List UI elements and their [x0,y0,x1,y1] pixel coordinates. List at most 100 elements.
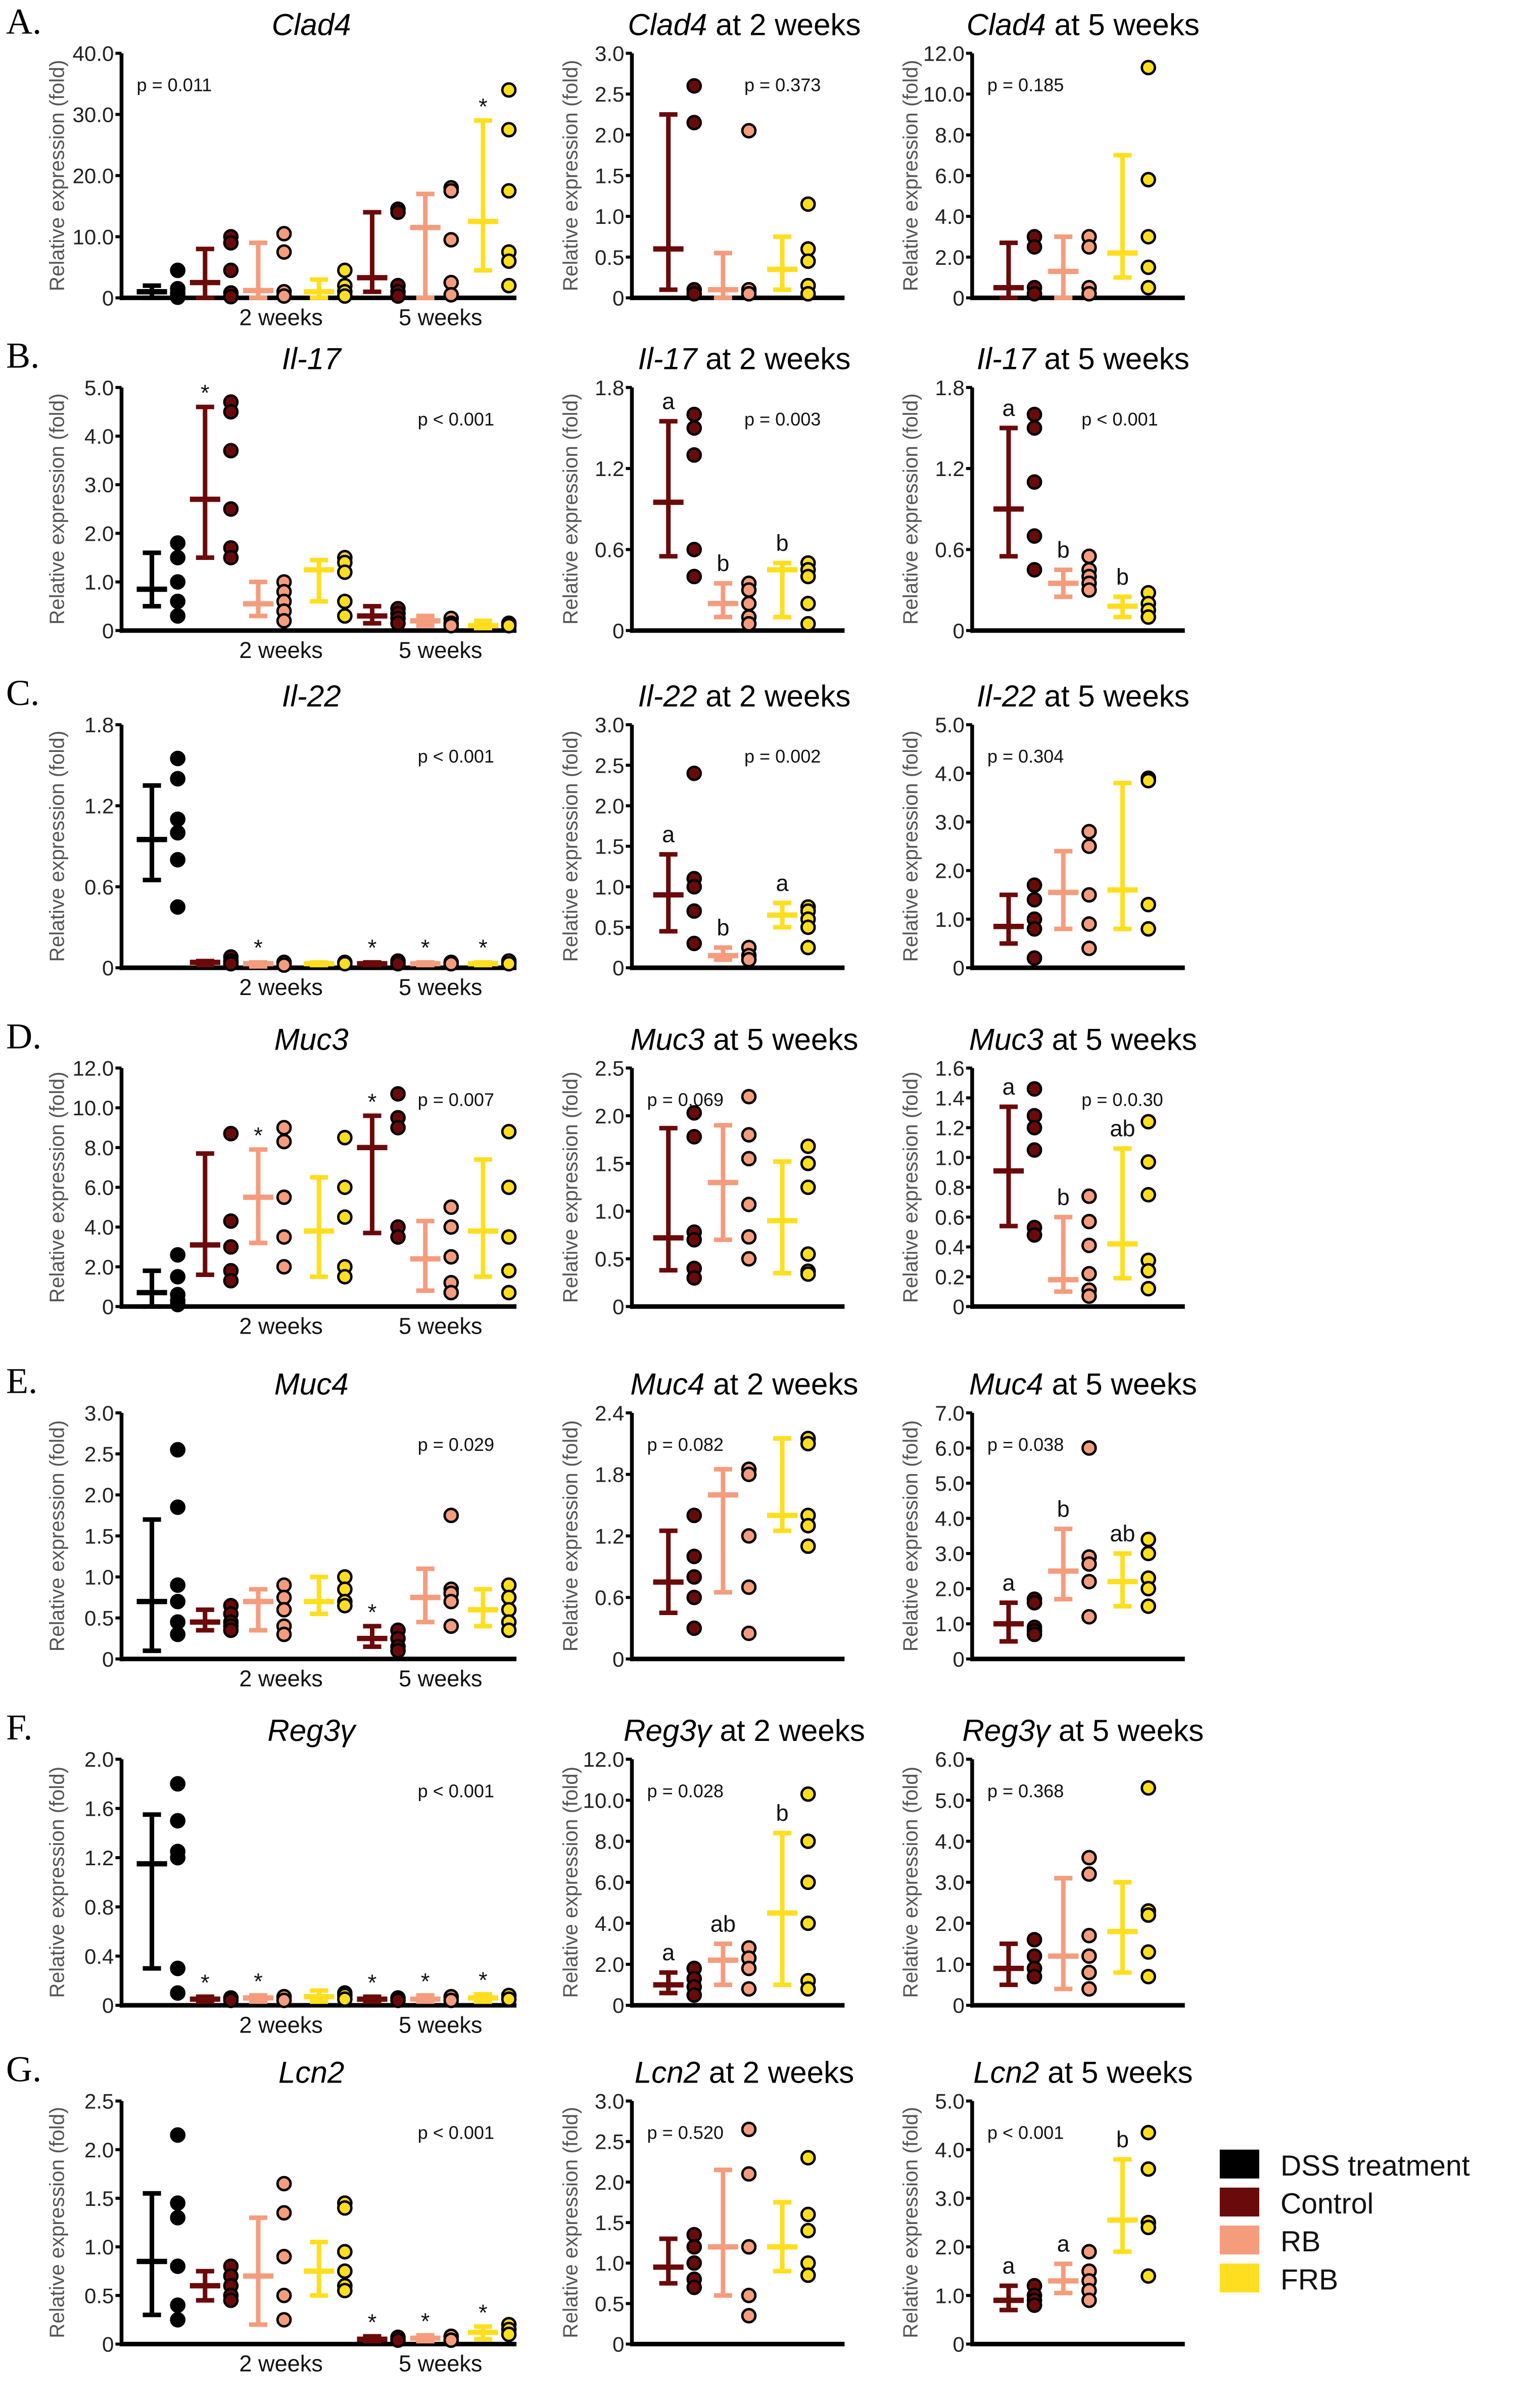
data-point [686,765,702,781]
group-rb [707,123,757,302]
data-point [223,262,239,278]
group-rb [707,1461,757,1641]
data-point [686,1987,702,2003]
data-point [501,1622,517,1638]
data-point [686,1569,702,1585]
title-gene: Muc4 [630,1367,704,1401]
data-point [1081,239,1097,255]
panel: Reg3γ at 2 weeks 0 2.0 4.0 6.0 8.0 10.0 12.0Rel… [558,1714,865,2017]
panel: Lcn2 0 0.5 1.0 1.5 2.0 2.5 Relative expression … [45,2055,517,2377]
y-tick-label: 2.5 [595,753,625,777]
y-tick-label: 0.6 [935,1205,965,1229]
data-point [1026,528,1042,544]
y-axis-label: Relative expression (fold) [558,60,582,292]
group-frb [304,1985,353,2007]
y-tick-label: 0 [102,956,114,980]
legend: DSS treatment Control RB FRB [1219,2149,1470,2296]
data-point [223,404,239,420]
y-tick-label: 0 [102,2333,114,2356]
y-tick-label: 1.0 [935,908,965,931]
data-point [170,2195,186,2211]
data-point [1026,1626,1042,1642]
y-axis-label: Relative expression (fold) [558,1767,582,1998]
data-point [443,1993,459,2008]
panel: Muc4 0 0.5 1.0 1.5 2.0 2.5 3.0 Relative expressi… [45,1367,517,1691]
y-axis-label: Relative expression (fold) [899,393,922,625]
data-point [170,535,186,551]
group-control [653,1105,702,1286]
y-tick-label: 1.0 [935,1612,965,1636]
row-letter: B. [6,336,39,376]
data-point [276,1626,292,1642]
data-point [390,1643,406,1659]
legend-item: Control [1219,2187,1373,2220]
title-gene: Muc3 [274,1022,349,1056]
title-suffix: at 2 weeks [707,8,861,41]
panel-title: Il-22 [282,679,341,713]
group-frb: b [1107,564,1156,625]
significance-mark: * [201,380,210,406]
significance-mark: b [776,1800,789,1826]
data-point [443,287,459,303]
data-point [686,569,702,585]
y-tick-label: 1.0 [84,1566,114,1589]
y-tick-label: 2.0 [935,1912,965,1935]
y-tick-label: 0 [612,2333,624,2356]
significance-mark: a [662,1940,675,1965]
group-rb [707,1089,757,1267]
y-tick-label: 6.0 [935,1436,965,1460]
y-axis-label: Relative expression (fold) [45,1767,68,1998]
y-tick-label: 1.0 [84,2235,114,2259]
data-point [501,122,517,138]
y-tick-label: 0 [953,619,964,643]
panel: Clad4 at 2 weeks 0 0.5 1.0 1.5 2.0 2.5 3.0 Relat… [558,8,861,310]
data-point [170,593,186,609]
data-point [501,956,517,972]
data-point [1141,1581,1156,1596]
data-point [741,1127,757,1143]
data-point [1026,239,1042,255]
y-tick-label: 0 [612,1295,624,1318]
x-group-label: 5 weeks [399,2351,482,2377]
group-frb [467,1123,517,1301]
data-point [1141,1545,1156,1562]
x-group-label: 2 weeks [239,974,322,1000]
data-point [1081,1981,1097,1997]
y-tick-label: 0 [612,1647,624,1671]
data-point [1026,420,1042,436]
data-point [686,935,702,952]
data-point [741,1528,757,1544]
data-point [1141,2268,1156,2284]
panel: Muc3 at 5 weeks 0 0.2 0.4 0.6 0.8 1.0 1.2 1.4 1.6… [899,1022,1197,1318]
y-tick-label: 12.0 [73,1056,114,1080]
group-rb: b [1048,1184,1097,1304]
data-point [800,1138,816,1154]
data-point [276,1602,292,1618]
group-frb: ab [1107,1521,1156,1614]
title-gene: Il-17 [638,342,698,376]
significance-mark: a [1002,395,1015,421]
significance-mark: * [254,1969,263,1995]
y-axis-label: Relative expression (fold) [899,1420,922,1651]
data-point [443,1285,459,1301]
y-tick-label: 1.0 [595,875,625,899]
data-point [390,1086,406,1102]
data-point [170,750,186,767]
panel: Lcn2 at 2 weeks 0 0.5 1.0 1.5 2.0 2.5 3.0 Relati… [558,2055,854,2356]
data-point [1081,1556,1097,1572]
data-point [223,1993,239,2008]
group-frb [304,1569,353,1617]
y-tick-label: 0 [612,956,624,980]
significance-mark: * [201,1970,210,1996]
y-tick-label: 0 [102,1295,114,1318]
data-point [170,2312,186,2328]
data-point [686,2255,702,2271]
data-point [170,1499,186,1515]
x-group-label: 2 weeks [239,1666,322,1691]
data-point [800,1915,816,1931]
p-value: p = 0.368 [987,1780,1064,1801]
data-point [741,1197,757,1212]
row-g: G. Lcn2 0 0.5 1.0 1.5 2.0 2.5 Relative expressio… [6,2049,1193,2376]
data-point [337,288,353,304]
y-tick-label: 5.0 [935,2090,965,2113]
